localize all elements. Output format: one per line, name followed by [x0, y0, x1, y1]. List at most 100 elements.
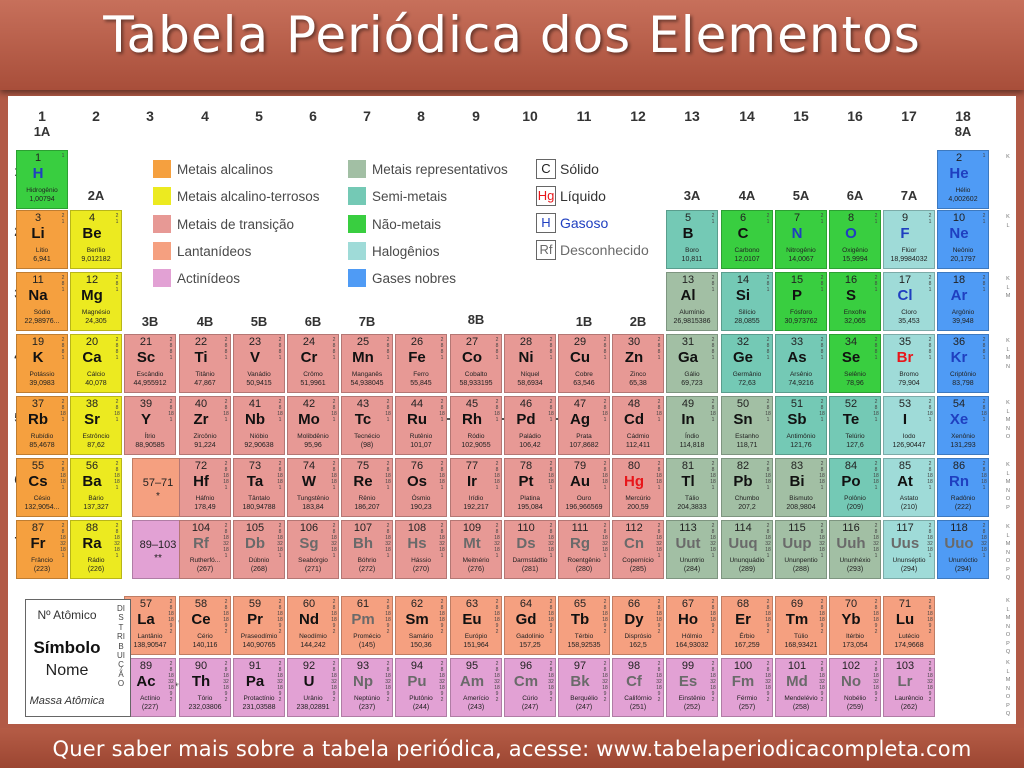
- element-cf[interactable]: 98 Cf Califórnio (251) 2 8 18 32 18 9 2: [612, 658, 664, 717]
- element-ta[interactable]: 73 Ta Tântalo 180,94788 2 8 18 18 1: [233, 458, 285, 517]
- element-fm[interactable]: 100 Fm Férmio (257) 2 8 18 32 18 9 2: [721, 658, 773, 717]
- element-o[interactable]: 8 O Oxigênio 15,9994 2 1: [829, 210, 881, 269]
- element-es[interactable]: 99 Es Einstênio (252) 2 8 18 32 18 9 2: [666, 658, 718, 717]
- element-ra[interactable]: 88 Ra Rádio (226) 2 8 18 32 18 1: [70, 520, 122, 579]
- element-mo[interactable]: 42 Mo Molibdênio 95,96 2 8 18 1: [287, 396, 339, 455]
- element-uup[interactable]: 115 Uup Ununpentio (288) 2 8 18 32 18 1: [775, 520, 827, 579]
- element-rb[interactable]: 37 Rb Rubídio 85,4678 2 8 18 1: [16, 396, 68, 455]
- element-be[interactable]: 4 Be Berílio 9,012182 2 1: [70, 210, 122, 269]
- element-cn[interactable]: 112 Cn Copernício (285) 2 8 18 32 18 1: [612, 520, 664, 579]
- element-h[interactable]: 1 H Hidrogênio 1,00794 1: [16, 150, 68, 209]
- element-in[interactable]: 49 In Índio 114,818 2 8 18 1: [666, 396, 718, 455]
- element-rf[interactable]: 104 Rf Rutherfó... (267) 2 8 18 32 18 1: [179, 520, 231, 579]
- element-pb[interactable]: 82 Pb Chumbo 207,2 2 8 18 18 1: [721, 458, 773, 517]
- element-br[interactable]: 35 Br Bromo 79,904 2 8 8 1: [883, 334, 935, 393]
- element-ti[interactable]: 22 Ti Titânio 47,867 2 8 8 1: [179, 334, 231, 393]
- element-na[interactable]: 11 Na Sódio 22,98976... 2 8 1: [16, 272, 68, 331]
- element-po[interactable]: 84 Po Polônio (209) 2 8 18 18 1: [829, 458, 881, 517]
- element-hg[interactable]: 80 Hg Mercúrio 200,59 2 8 18 18 1: [612, 458, 664, 517]
- element-ag[interactable]: 47 Ag Prata 107,8682 2 8 18 1: [558, 396, 610, 455]
- element-te[interactable]: 52 Te Telúrio 127,6 2 8 18 1: [829, 396, 881, 455]
- element-sr[interactable]: 38 Sr Estrôncio 87,62 2 8 18 1: [70, 396, 122, 455]
- element-ga[interactable]: 31 Ga Gálio 69,723 2 8 8 1: [666, 334, 718, 393]
- element-au[interactable]: 79 Au Ouro 196,966569 2 8 18 18 1: [558, 458, 610, 517]
- element-he[interactable]: 2 He Hélio 4,002602 1: [937, 150, 989, 209]
- element-bh[interactable]: 107 Bh Bóhrio (272) 2 8 18 32 18 1: [341, 520, 393, 579]
- element-er[interactable]: 68 Er Érbio 167,259 2 8 18 18 9 2: [721, 596, 773, 655]
- element-pa[interactable]: 91 Pa Protactínio 231,03588 2 8 18 32 18 9 2: [233, 658, 285, 717]
- element-k[interactable]: 19 K Potássio 39,0983 2 8 8 1: [16, 334, 68, 393]
- element-ds[interactable]: 110 Ds Darmstádtio (281) 2 8 18 32 18 1: [504, 520, 556, 579]
- element-cm[interactable]: 96 Cm Cúrio (247) 2 8 18 32 18 9 2: [504, 658, 556, 717]
- element-bk[interactable]: 97 Bk Berquélio (247) 2 8 18 32 18 9 2: [558, 658, 610, 717]
- element-i[interactable]: 53 I Iodo 126,90447 2 8 18 1: [883, 396, 935, 455]
- element-pu[interactable]: 94 Pu Plutônio (244) 2 8 18 32 18 9 2: [395, 658, 447, 717]
- element-hf[interactable]: 72 Hf Háfnio 178,49 2 8 18 18 1: [179, 458, 231, 517]
- element-sc[interactable]: 21 Sc Escândio 44,955912 2 8 8 1: [124, 334, 176, 393]
- element-fr[interactable]: 87 Fr Frâncio (223) 2 8 18 32 18 1: [16, 520, 68, 579]
- element-cs[interactable]: 55 Cs Césio 132,9054... 2 8 18 18 1: [16, 458, 68, 517]
- element-n[interactable]: 7 N Nitrogênio 14,0067 2 1: [775, 210, 827, 269]
- element-rn[interactable]: 86 Rn Radônio (222) 2 8 18 18 1: [937, 458, 989, 517]
- element-pd[interactable]: 46 Pd Paládio 106,42 2 8 18 1: [504, 396, 556, 455]
- element-cd[interactable]: 48 Cd Cádmio 112,411 2 8 18 1: [612, 396, 664, 455]
- element-ge[interactable]: 32 Ge Germânio 72,63 2 8 8 1: [721, 334, 773, 393]
- element-zn[interactable]: 30 Zn Zinco 65,38 2 8 8 1: [612, 334, 664, 393]
- element-db[interactable]: 105 Db Dúbnio (268) 2 8 18 32 18 1: [233, 520, 285, 579]
- element-rh[interactable]: 45 Rh Ródio 102,9055 2 8 18 1: [450, 396, 502, 455]
- element-hs[interactable]: 108 Hs Hássio (270) 2 8 18 32 18 1: [395, 520, 447, 579]
- element-w[interactable]: 74 W Tungstênio 183,84 2 8 18 18 1: [287, 458, 339, 517]
- element-ir[interactable]: 77 Ir Irídio 192,217 2 8 18 18 1: [450, 458, 502, 517]
- element-am[interactable]: 95 Am Amerício (243) 2 8 18 32 18 9 2: [450, 658, 502, 717]
- element-cl[interactable]: 17 Cl Cloro 35,453 2 8 1: [883, 272, 935, 331]
- element-eu[interactable]: 63 Eu Európio 151,964 2 8 18 18 9 2: [450, 596, 502, 655]
- element-v[interactable]: 23 V Vanádio 50,9415 2 8 8 1: [233, 334, 285, 393]
- element-ru[interactable]: 44 Ru Rutênio 101,07 2 8 18 1: [395, 396, 447, 455]
- element-ac[interactable]: 89 Ac Actínio (227) 2 8 18 32 18 9 2: [124, 658, 176, 717]
- element-y[interactable]: 39 Y Ítrio 88,90585 2 8 18 1: [124, 396, 176, 455]
- element-np[interactable]: 93 Np Neptúnio (237) 2 8 18 32 18 9 2: [341, 658, 393, 717]
- element-nd[interactable]: 60 Nd Neodímio 144,242 2 8 18 18 9 2: [287, 596, 339, 655]
- element-tb[interactable]: 65 Tb Térbio 158,92535 2 8 18 18 9 2: [558, 596, 610, 655]
- element-rg[interactable]: 111 Rg Roentgênio (280) 2 8 18 32 18 1: [558, 520, 610, 579]
- element-cr[interactable]: 24 Cr Crômo 51,9961 2 8 8 1: [287, 334, 339, 393]
- element-uuh[interactable]: 116 Uuh Ununhéxio (293) 2 8 18 32 18 1: [829, 520, 881, 579]
- element-la[interactable]: 57 La Lantânio 138,90547 2 8 18 18 9 2: [124, 596, 176, 655]
- element-mg[interactable]: 12 Mg Magnésio 24,305 2 8 1: [70, 272, 122, 331]
- element-bi[interactable]: 83 Bi Bismuto 208,9804 2 8 18 18 1: [775, 458, 827, 517]
- element-zr[interactable]: 40 Zr Zircônio 91,224 2 8 18 1: [179, 396, 231, 455]
- element-p[interactable]: 15 P Fósforo 30,973762 2 8 1: [775, 272, 827, 331]
- element-li[interactable]: 3 Li Lítio 6,941 2 1: [16, 210, 68, 269]
- element-cu[interactable]: 29 Cu Cobre 63,546 2 8 8 1: [558, 334, 610, 393]
- element-nb[interactable]: 41 Nb Nióbio 92,90638 2 8 18 1: [233, 396, 285, 455]
- element-co[interactable]: 27 Co Cobalto 58,933195 2 8 8 1: [450, 334, 502, 393]
- element-s[interactable]: 16 S Enxofre 32,065 2 8 1: [829, 272, 881, 331]
- element-yb[interactable]: 70 Yb Itérbio 173,054 2 8 18 18 9 2: [829, 596, 881, 655]
- element-ne[interactable]: 10 Ne Neônio 20,1797 2 1: [937, 210, 989, 269]
- element-si[interactable]: 14 Si Silício 28,0855 2 8 1: [721, 272, 773, 331]
- element-c[interactable]: 6 C Carbono 12,0107 2 1: [721, 210, 773, 269]
- element-b[interactable]: 5 B Boro 10,811 2 1: [666, 210, 718, 269]
- element-pm[interactable]: 61 Pm Promécio (145) 2 8 18 18 9 2: [341, 596, 393, 655]
- element-lr[interactable]: 103 Lr Laurêncio (262) 2 8 18 32 18 9 2: [883, 658, 935, 717]
- element-as[interactable]: 33 As Arsênio 74,9216 2 8 8 1: [775, 334, 827, 393]
- element-ce[interactable]: 58 Ce Cério 140,116 2 8 18 18 9 2: [179, 596, 231, 655]
- element-xe[interactable]: 54 Xe Xenônio 131,293 2 8 18 1: [937, 396, 989, 455]
- element-fe[interactable]: 26 Fe Ferro 55,845 2 8 8 1: [395, 334, 447, 393]
- element-lu[interactable]: 71 Lu Lutécio 174,9668 2 8 18 18 9 2: [883, 596, 935, 655]
- element-uuq[interactable]: 114 Uuq Ununquádio (289) 2 8 18 32 18 1: [721, 520, 773, 579]
- element-ar[interactable]: 18 Ar Argônio 39,948 2 8 1: [937, 272, 989, 331]
- element-ni[interactable]: 28 Ni Níquel 58,6934 2 8 8 1: [504, 334, 556, 393]
- element-se[interactable]: 34 Se Selênio 78,96 2 8 8 1: [829, 334, 881, 393]
- element-ca[interactable]: 20 Ca Cálcio 40,078 2 8 8 1: [70, 334, 122, 393]
- element-dy[interactable]: 66 Dy Disprósio 162,5 2 8 18 18 9 2: [612, 596, 664, 655]
- element-mt[interactable]: 109 Mt Meitnério (276) 2 8 18 32 18 1: [450, 520, 502, 579]
- element-uuo[interactable]: 118 Uuo Ununóctio (294) 2 8 18 32 18 1: [937, 520, 989, 579]
- element-pr[interactable]: 59 Pr Praseodímio 140,90765 2 8 18 18 9 2: [233, 596, 285, 655]
- element-sn[interactable]: 50 Sn Estanho 118,71 2 8 18 1: [721, 396, 773, 455]
- element-mn[interactable]: 25 Mn Manganês 54,938045 2 8 8 1: [341, 334, 393, 393]
- element-al[interactable]: 13 Al Alumínio 26,9815386 2 8 1: [666, 272, 718, 331]
- element-no[interactable]: 102 No Nobélio (259) 2 8 18 32 18 9 2: [829, 658, 881, 717]
- element-uus[interactable]: 117 Uus Ununséptio (294) 2 8 18 32 18 1: [883, 520, 935, 579]
- element-th[interactable]: 90 Th Tório 232,03806 2 8 18 32 18 9 2: [179, 658, 231, 717]
